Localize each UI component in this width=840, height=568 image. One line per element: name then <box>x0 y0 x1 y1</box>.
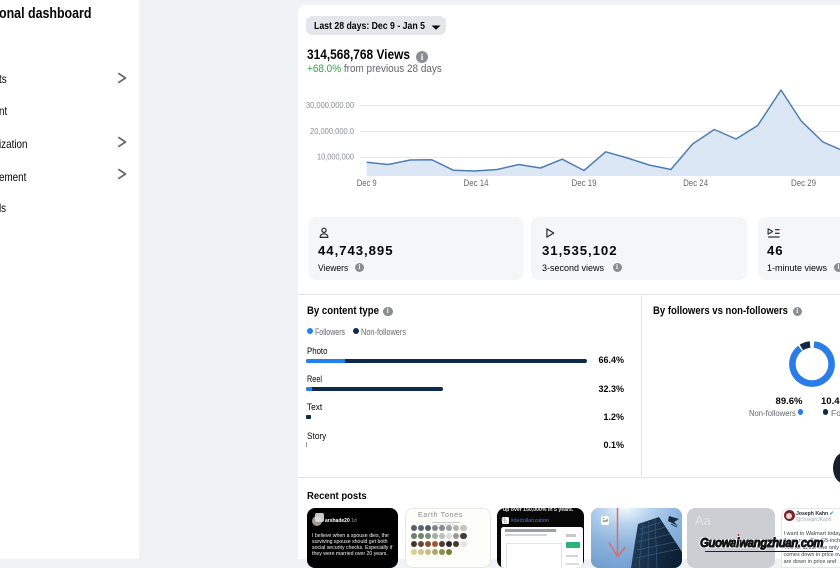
svg-text:30,000,000.00: 30,000,000.00 <box>306 100 354 110</box>
svg-text:Dec 29: Dec 29 <box>791 178 816 188</box>
svg-text:Dec 14: Dec 14 <box>464 178 489 188</box>
svg-text:Dec 9: Dec 9 <box>357 178 377 188</box>
svg-text:Dec 24: Dec 24 <box>683 178 708 188</box>
svg-text:Dec 19: Dec 19 <box>572 178 597 188</box>
svg-text:20,000,000.0: 20,000,000.0 <box>310 126 354 136</box>
svg-text:10,000,000: 10,000,000 <box>317 151 354 161</box>
